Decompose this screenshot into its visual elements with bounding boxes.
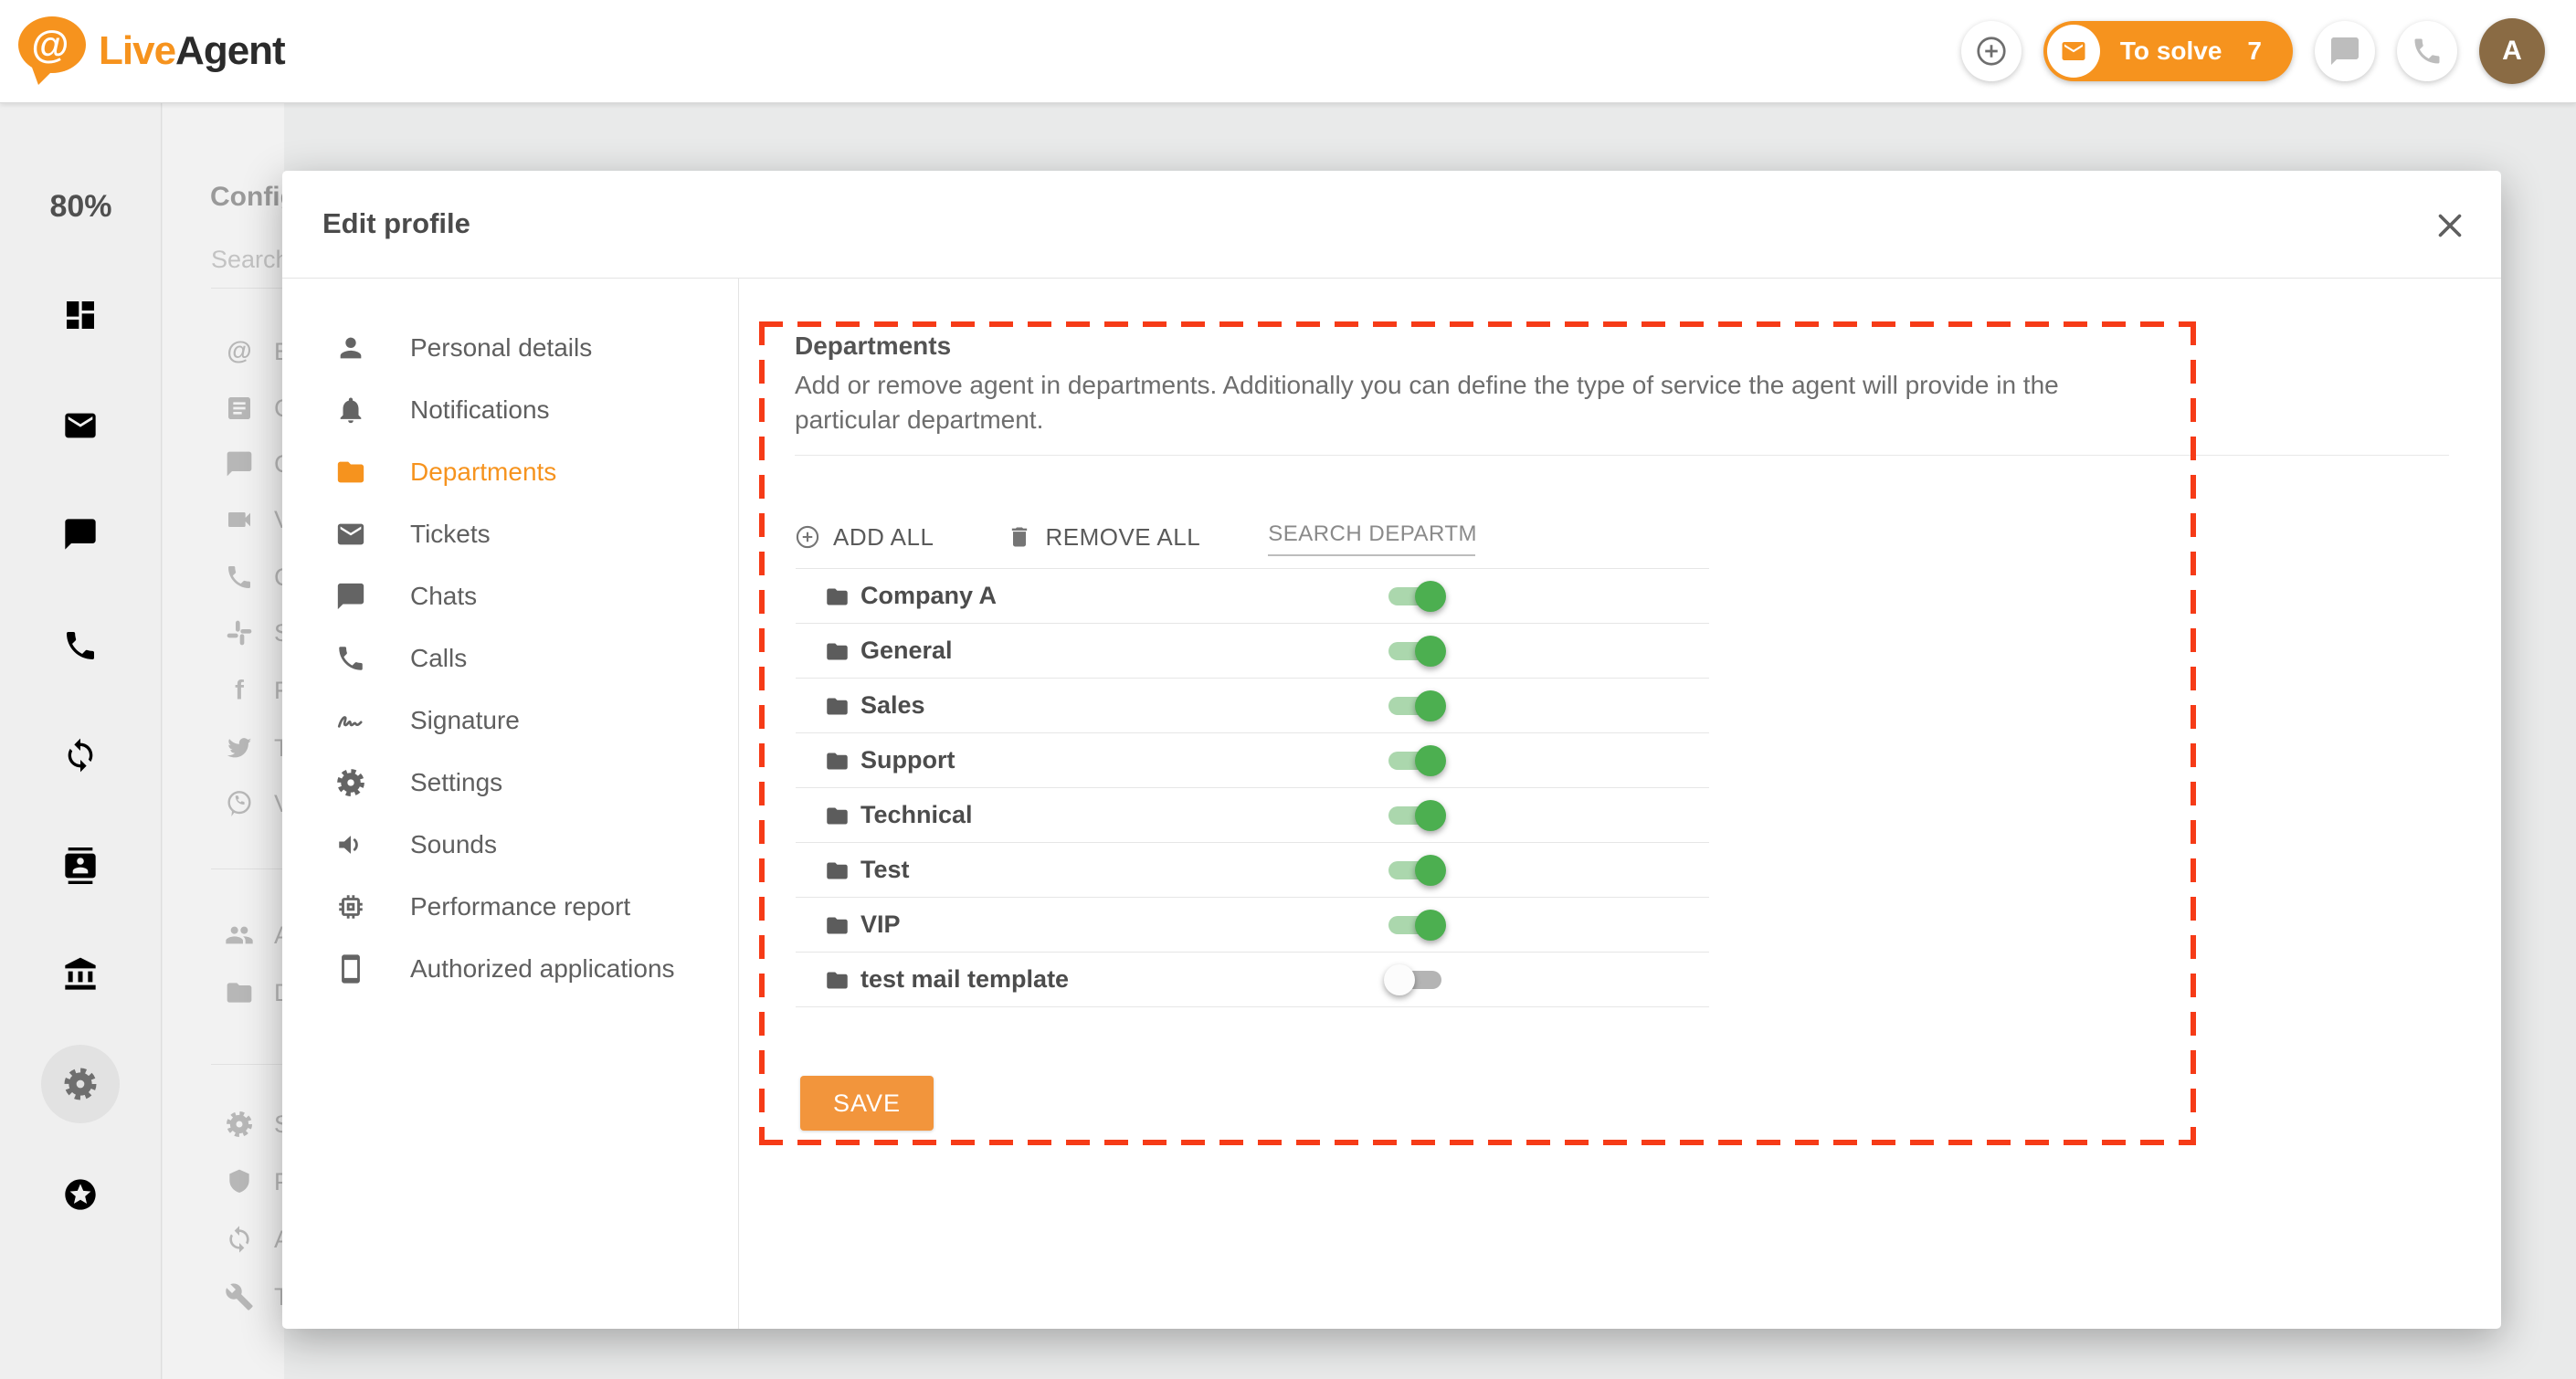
divider <box>795 455 2449 456</box>
to-solve-label: To solve <box>2119 37 2222 65</box>
sidebar-item-chats[interactable] <box>62 516 99 553</box>
toggle-test[interactable] <box>1388 855 1446 886</box>
department-row: Test <box>796 843 1709 898</box>
toggle-general[interactable] <box>1388 636 1446 667</box>
department-row: Company A <box>796 569 1709 624</box>
divider <box>211 868 321 869</box>
modal-header: Edit profile <box>282 171 2501 279</box>
liveagent-logo: @ LiveAgent <box>15 12 286 90</box>
phone-icon <box>2411 35 2444 68</box>
toggle-test-mail-template[interactable] <box>1384 964 1441 995</box>
tab-notifications[interactable]: Notifications <box>282 379 738 441</box>
department-row: Technical <box>796 788 1709 843</box>
tab-sounds[interactable]: Sounds <box>282 814 738 876</box>
tab-settings[interactable]: Settings <box>282 752 738 814</box>
sidebar-item-tickets[interactable] <box>62 407 99 444</box>
tab-tickets[interactable]: Tickets <box>282 503 738 565</box>
tab-authorized-applications[interactable]: Authorized applications <box>282 938 738 1000</box>
to-solve-button[interactable]: To solve 7 <box>2043 21 2293 81</box>
save-button[interactable]: SAVE <box>800 1076 934 1131</box>
logo-bubble-icon: @ <box>18 16 86 85</box>
close-icon <box>2433 209 2466 242</box>
department-row: Support <box>796 733 1709 788</box>
toggle-technical[interactable] <box>1388 800 1446 831</box>
divider <box>211 288 321 289</box>
tab-departments[interactable]: Departments <box>282 441 738 503</box>
sidebar-item-calls[interactable] <box>62 627 99 664</box>
configuration-panel: Config Search ... E C C V C S F T V A D … <box>163 103 321 1379</box>
toggle-company-a[interactable] <box>1388 581 1446 612</box>
modal-nav: Personal details Notifications Departmen… <box>282 279 739 1329</box>
tab-signature[interactable]: Signature <box>282 690 738 752</box>
department-row: Sales <box>796 679 1709 733</box>
close-button[interactable] <box>2433 209 2466 242</box>
search-departments-input[interactable] <box>1268 518 1476 556</box>
logo-text: LiveAgent <box>99 28 286 73</box>
tab-chats[interactable]: Chats <box>282 565 738 627</box>
sidebar-item-contacts[interactable] <box>62 847 99 884</box>
sidebar-item-getting-started[interactable] <box>62 1176 99 1213</box>
department-row: test mail template <box>796 953 1709 1007</box>
modal-title: Edit profile <box>322 207 470 239</box>
to-solve-count: 7 <box>2247 37 2262 65</box>
gear-icon <box>62 1066 99 1102</box>
sidebar-item-billing[interactable] <box>62 956 99 993</box>
sidebar-item-settings[interactable] <box>41 1045 120 1123</box>
sidebar-item-sync[interactable] <box>62 737 99 774</box>
section-description: Add or remove agent in departments. Addi… <box>795 371 2059 434</box>
top-bar: @ LiveAgent To solve 7 A <box>0 0 2576 103</box>
avatar[interactable]: A <box>2479 18 2545 84</box>
plus-circle-icon <box>1975 35 2008 68</box>
add-circle-icon <box>795 524 820 550</box>
chat-bubble-icon <box>2328 35 2361 68</box>
main-sidebar: 80% <box>0 103 162 1379</box>
toggle-vip[interactable] <box>1388 910 1446 941</box>
add-new-button[interactable] <box>1960 21 2022 81</box>
chats-button[interactable] <box>2315 21 2375 81</box>
edit-profile-modal: Edit profile Personal details Notificati… <box>282 171 2501 1329</box>
section-heading: Departments <box>795 332 952 360</box>
tab-calls[interactable]: Calls <box>282 627 738 690</box>
to-solve-envelope-badge <box>2046 25 2100 78</box>
trash-icon <box>1007 524 1032 550</box>
svg-text:@: @ <box>32 23 69 66</box>
remove-all-button[interactable]: REMOVE ALL <box>1007 523 1200 552</box>
department-row: VIP <box>796 898 1709 953</box>
divider <box>211 1064 321 1065</box>
envelope-icon <box>2060 37 2087 65</box>
tab-performance-report[interactable]: Performance report <box>282 876 738 938</box>
departments-panel: Departments Add or remove agent in depar… <box>740 279 2501 1329</box>
toggle-support[interactable] <box>1388 745 1446 776</box>
add-all-button[interactable]: ADD ALL <box>795 523 934 552</box>
toggle-sales[interactable] <box>1388 690 1446 721</box>
calls-button[interactable] <box>2397 21 2457 81</box>
usage-percentage: 80% <box>49 189 112 224</box>
department-row: General <box>796 624 1709 679</box>
tab-personal-details[interactable]: Personal details <box>282 317 738 379</box>
departments-list: Company A General Sales Support Technica… <box>796 568 1709 1007</box>
sidebar-item-dashboard[interactable] <box>62 297 99 333</box>
